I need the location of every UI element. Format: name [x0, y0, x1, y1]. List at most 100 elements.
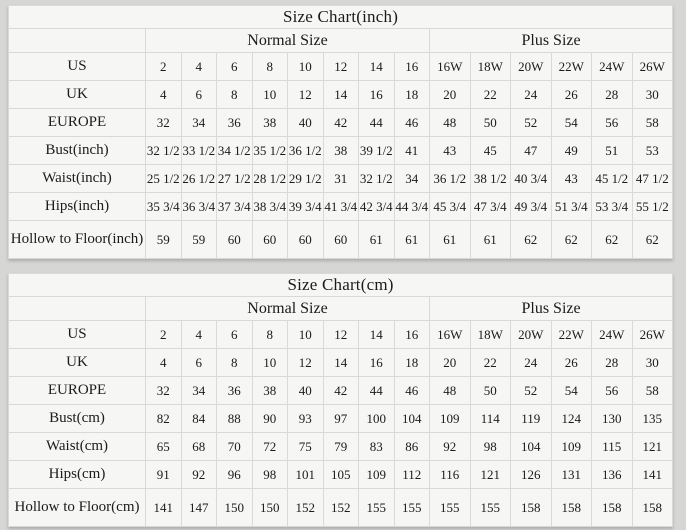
table-row: Hips(inch) 35 3/4 36 3/4 37 3/4 38 3/4 39 3/4…	[8, 192, 674, 221]
data-cell: 34	[180, 376, 217, 405]
data-cell: 92	[180, 460, 217, 489]
row-label: EUROPE	[8, 376, 146, 405]
data-cell: 8	[216, 348, 253, 377]
data-cell: 32	[145, 376, 182, 405]
data-cell: 35 3/4	[145, 192, 182, 221]
data-cell: 2	[145, 320, 182, 349]
row-label: US	[8, 320, 146, 349]
data-cell: 93	[287, 404, 324, 433]
table-row: Hollow to Floor(inch) 59 59 60 60 60 60 61 61 61 6…	[8, 220, 674, 259]
data-cell: 38 3/4	[251, 192, 288, 221]
data-cell: 44	[358, 376, 395, 405]
data-cell: 10	[251, 348, 288, 377]
data-cell: 96	[216, 460, 253, 489]
row-label: UK	[8, 348, 146, 377]
data-cell: 60	[251, 220, 288, 259]
data-cell: 155	[358, 488, 395, 527]
size-chart-cm-block: Size Chart(cm) Normal Size Plus Size US 2 4 6 8…	[7, 273, 678, 527]
row-label: Bust(inch)	[8, 136, 146, 165]
data-cell: 26	[550, 80, 592, 109]
data-cell: 16	[358, 348, 395, 377]
data-cell: 104	[393, 404, 430, 433]
data-cell: 92	[429, 432, 471, 461]
data-cell: 24	[510, 80, 552, 109]
data-cell: 42 3/4	[358, 192, 395, 221]
table-row: US 2 4 6 8 10 12 14 16 16W 18W 20W 22W 24W 26W	[8, 52, 674, 81]
data-cell: 52	[510, 376, 552, 405]
data-cell: 147	[180, 488, 217, 527]
data-cell: 53	[631, 136, 674, 165]
data-cell: 56	[591, 108, 633, 137]
size-chart-cm-table: Size Chart(cm) Normal Size Plus Size US 2 4 6 8…	[7, 273, 674, 527]
data-cell: 84	[180, 404, 217, 433]
data-cell: 59	[145, 220, 182, 259]
data-cell: 14	[322, 80, 359, 109]
data-cell: 141	[631, 460, 674, 489]
data-cell: 32	[145, 108, 182, 137]
data-cell: 39 3/4	[287, 192, 324, 221]
data-cell: 31	[322, 164, 359, 193]
table-row: EUROPE 32 34 36 38 40 42 44 46 48 50 52 54 56 58	[8, 376, 674, 405]
data-cell: 90	[251, 404, 288, 433]
data-cell: 130	[591, 404, 633, 433]
data-cell: 40 3/4	[510, 164, 552, 193]
data-cell: 14	[322, 348, 359, 377]
data-cell: 54	[550, 108, 592, 137]
data-cell: 6	[180, 80, 217, 109]
data-cell: 40	[287, 376, 324, 405]
data-cell: 112	[393, 460, 430, 489]
table-row: Waist(cm) 65 68 70 72 75 79 83 86 92 98 104 109 115 12…	[8, 432, 674, 461]
data-cell: 43	[429, 136, 471, 165]
data-cell: 56	[591, 376, 633, 405]
data-cell: 33 1/2	[180, 136, 217, 165]
data-cell: 20	[429, 80, 471, 109]
row-label: EUROPE	[8, 108, 146, 137]
data-cell: 24W	[591, 52, 633, 81]
data-cell: 58	[631, 108, 674, 137]
data-cell: 8	[216, 80, 253, 109]
data-cell: 40	[287, 108, 324, 137]
data-cell: 8	[251, 320, 288, 349]
data-cell: 155	[469, 488, 511, 527]
data-cell: 60	[287, 220, 324, 259]
data-cell: 32 1/2	[358, 164, 395, 193]
data-cell: 16	[393, 52, 430, 81]
row-label: Bust(cm)	[8, 404, 146, 433]
data-cell: 18W	[469, 52, 511, 81]
data-cell: 109	[429, 404, 471, 433]
data-cell: 18	[393, 348, 430, 377]
row-label: Hollow to Floor(cm)	[8, 488, 146, 527]
data-cell: 26W	[631, 52, 674, 81]
data-cell: 53 3/4	[591, 192, 633, 221]
table-title-row: Size Chart(cm)	[7, 273, 674, 297]
data-cell: 61	[429, 220, 471, 259]
data-cell: 26W	[631, 320, 674, 349]
data-cell: 6	[180, 348, 217, 377]
table-row: US 2 4 6 8 10 12 14 16 16W 18W 20W 22W 24W 26W	[8, 320, 674, 349]
data-cell: 62	[510, 220, 552, 259]
data-cell: 38	[322, 136, 359, 165]
data-cell: 22W	[550, 320, 592, 349]
data-cell: 98	[469, 432, 511, 461]
data-cell: 61	[393, 220, 430, 259]
data-cell: 36 1/2	[287, 136, 324, 165]
data-cell: 45	[469, 136, 511, 165]
data-cell: 42	[322, 376, 359, 405]
data-cell: 46	[393, 376, 430, 405]
data-cell: 152	[322, 488, 359, 527]
row-label: Waist(cm)	[8, 432, 146, 461]
data-cell: 49 3/4	[510, 192, 552, 221]
data-cell: 101	[287, 460, 324, 489]
data-cell: 39 1/2	[358, 136, 395, 165]
data-cell: 10	[287, 52, 324, 81]
data-cell: 158	[510, 488, 552, 527]
data-cell: 27 1/2	[216, 164, 253, 193]
data-cell: 12	[287, 80, 324, 109]
data-cell: 61	[469, 220, 511, 259]
data-cell: 55 1/2	[631, 192, 674, 221]
data-cell: 62	[591, 220, 633, 259]
data-cell: 48	[429, 108, 471, 137]
group-header-plus-size: Plus Size	[428, 28, 674, 53]
data-cell: 119	[510, 404, 552, 433]
